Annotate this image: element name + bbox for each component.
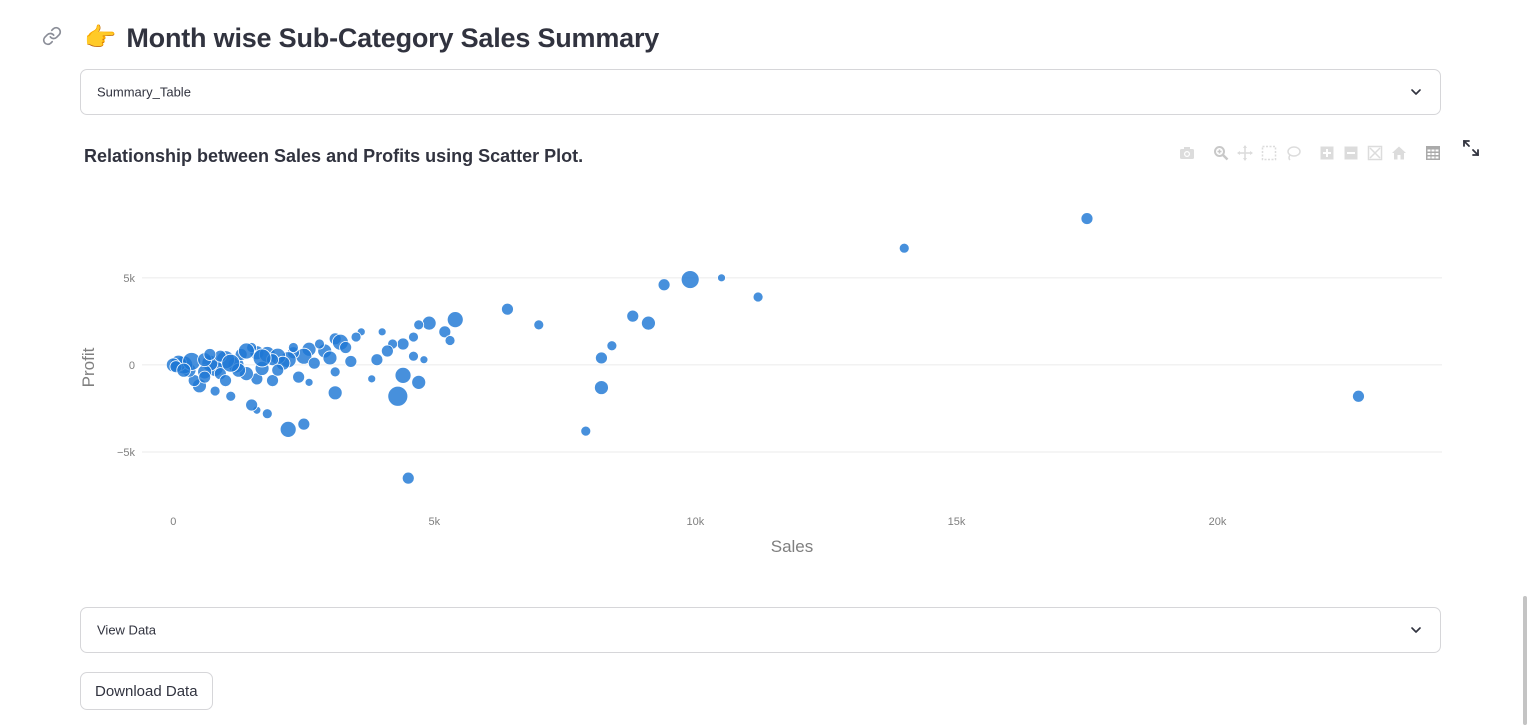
pan-icon[interactable] bbox=[1234, 142, 1256, 164]
scatter-point[interactable] bbox=[396, 337, 410, 351]
scatter-point[interactable] bbox=[329, 366, 341, 378]
scatter-point[interactable] bbox=[717, 273, 726, 283]
link-icon[interactable] bbox=[42, 26, 62, 46]
x-tick-label: 15k bbox=[948, 516, 966, 528]
scatter-point[interactable] bbox=[680, 270, 700, 289]
scatter-point[interactable] bbox=[238, 342, 255, 360]
scatter-point[interactable] bbox=[322, 350, 338, 366]
scatter-point[interactable] bbox=[657, 278, 671, 292]
scatter-point[interactable] bbox=[279, 420, 297, 438]
scatter-point[interactable] bbox=[411, 374, 427, 390]
zoom-in-icon[interactable] bbox=[1316, 142, 1338, 164]
scatter-point[interactable] bbox=[271, 363, 285, 377]
scatter-point[interactable] bbox=[394, 366, 412, 384]
scatter-point[interactable] bbox=[594, 380, 609, 395]
scatter-point[interactable] bbox=[225, 390, 237, 402]
scatter-point[interactable] bbox=[221, 353, 241, 373]
download-data-button[interactable]: Download Data bbox=[80, 672, 213, 710]
scatter-point[interactable] bbox=[252, 348, 272, 368]
y-tick-label: −5k bbox=[117, 447, 136, 459]
scatter-point[interactable] bbox=[626, 309, 640, 323]
scatter-point[interactable] bbox=[367, 374, 377, 384]
scatter-point[interactable] bbox=[344, 355, 358, 368]
x-axis-label: Sales bbox=[771, 537, 814, 556]
scatter-point[interactable] bbox=[203, 348, 217, 361]
chevron-down-icon bbox=[1411, 627, 1421, 633]
scatter-point[interactable] bbox=[595, 351, 608, 365]
scatter-point[interactable] bbox=[288, 342, 299, 353]
scatter-point[interactable] bbox=[245, 398, 259, 412]
table-icon[interactable] bbox=[1422, 142, 1444, 164]
scatter-point[interactable] bbox=[209, 385, 221, 397]
view-data-expander[interactable]: View Data bbox=[80, 607, 1441, 653]
scatter-point[interactable] bbox=[387, 385, 409, 407]
page-scrollbar[interactable] bbox=[1523, 596, 1527, 725]
x-tick-label: 5k bbox=[429, 516, 441, 528]
scatter-point[interactable] bbox=[413, 319, 425, 331]
scatter-point[interactable] bbox=[446, 311, 464, 329]
scatter-points bbox=[165, 212, 1365, 485]
scatter-point[interactable] bbox=[314, 338, 325, 350]
x-tick-label: 10k bbox=[687, 516, 705, 528]
y-tick-label: 5k bbox=[123, 273, 135, 285]
expander-label: Summary_Table bbox=[97, 84, 191, 100]
scatter-point[interactable] bbox=[421, 315, 437, 331]
y-axis-label: Profit bbox=[80, 347, 98, 387]
scatter-point[interactable] bbox=[1352, 389, 1365, 403]
scatter-point[interactable] bbox=[297, 417, 311, 431]
scatter-point[interactable] bbox=[198, 370, 212, 384]
scatter-chart[interactable]: −5k 0 5k 0 5k 10k 15k 20k Sales Profit bbox=[80, 170, 1450, 570]
scatter-point[interactable] bbox=[580, 425, 592, 437]
scatter-point[interactable] bbox=[304, 377, 314, 387]
y-axis-ticks: −5k 0 5k bbox=[117, 273, 136, 459]
scatter-point[interactable] bbox=[307, 356, 321, 370]
scatter-point[interactable] bbox=[641, 315, 656, 331]
chevron-down-icon bbox=[1411, 89, 1421, 95]
x-axis-ticks: 0 5k 10k 15k 20k bbox=[170, 516, 1227, 528]
chart-gridlines bbox=[142, 277, 1442, 453]
scatter-point[interactable] bbox=[438, 325, 452, 339]
fullscreen-icon[interactable] bbox=[1462, 139, 1480, 157]
scatter-point[interactable] bbox=[370, 353, 384, 367]
summary-table-expander[interactable]: Summary_Table bbox=[80, 69, 1441, 115]
box-select-icon[interactable] bbox=[1258, 142, 1280, 164]
scatter-point[interactable] bbox=[377, 327, 387, 337]
scatter-point[interactable] bbox=[444, 335, 456, 346]
chart-modebar bbox=[1176, 142, 1444, 164]
scatter-point[interactable] bbox=[327, 385, 343, 401]
page-header: 👉 Month wise Sub-Category Sales Summary bbox=[84, 18, 659, 58]
scatter-point[interactable] bbox=[339, 341, 353, 354]
expander-label: View Data bbox=[97, 622, 157, 638]
pointing-hand-emoji: 👉 bbox=[84, 23, 117, 53]
scatter-point[interactable] bbox=[898, 242, 910, 254]
scatter-point[interactable] bbox=[292, 370, 306, 384]
scatter-point[interactable] bbox=[606, 340, 618, 352]
zoom-icon[interactable] bbox=[1210, 142, 1232, 164]
chart-title: Relationship between Sales and Profits u… bbox=[84, 146, 584, 166]
reset-axes-icon[interactable] bbox=[1388, 142, 1410, 164]
scatter-point[interactable] bbox=[1080, 212, 1094, 225]
scatter-point[interactable] bbox=[266, 374, 279, 388]
scatter-point[interactable] bbox=[261, 408, 273, 420]
camera-icon[interactable] bbox=[1176, 142, 1198, 164]
x-tick-label: 0 bbox=[170, 516, 176, 528]
scatter-point[interactable] bbox=[219, 374, 232, 388]
scatter-point[interactable] bbox=[401, 471, 415, 485]
lasso-icon[interactable] bbox=[1282, 142, 1304, 164]
page-title: Month wise Sub-Category Sales Summary bbox=[126, 22, 660, 53]
autoscale-icon[interactable] bbox=[1364, 142, 1386, 164]
scatter-point[interactable] bbox=[752, 291, 764, 303]
scatter-point[interactable] bbox=[408, 331, 419, 343]
scatter-point[interactable] bbox=[501, 302, 514, 316]
scatter-point[interactable] bbox=[176, 362, 192, 378]
scatter-point[interactable] bbox=[419, 355, 429, 365]
scatter-point[interactable] bbox=[533, 319, 545, 331]
y-tick-label: 0 bbox=[129, 360, 135, 372]
scatter-point[interactable] bbox=[408, 350, 419, 362]
x-tick-label: 20k bbox=[1209, 516, 1227, 528]
zoom-out-icon[interactable] bbox=[1340, 142, 1362, 164]
scatter-point[interactable] bbox=[380, 344, 394, 358]
scatter-point[interactable] bbox=[350, 331, 362, 343]
